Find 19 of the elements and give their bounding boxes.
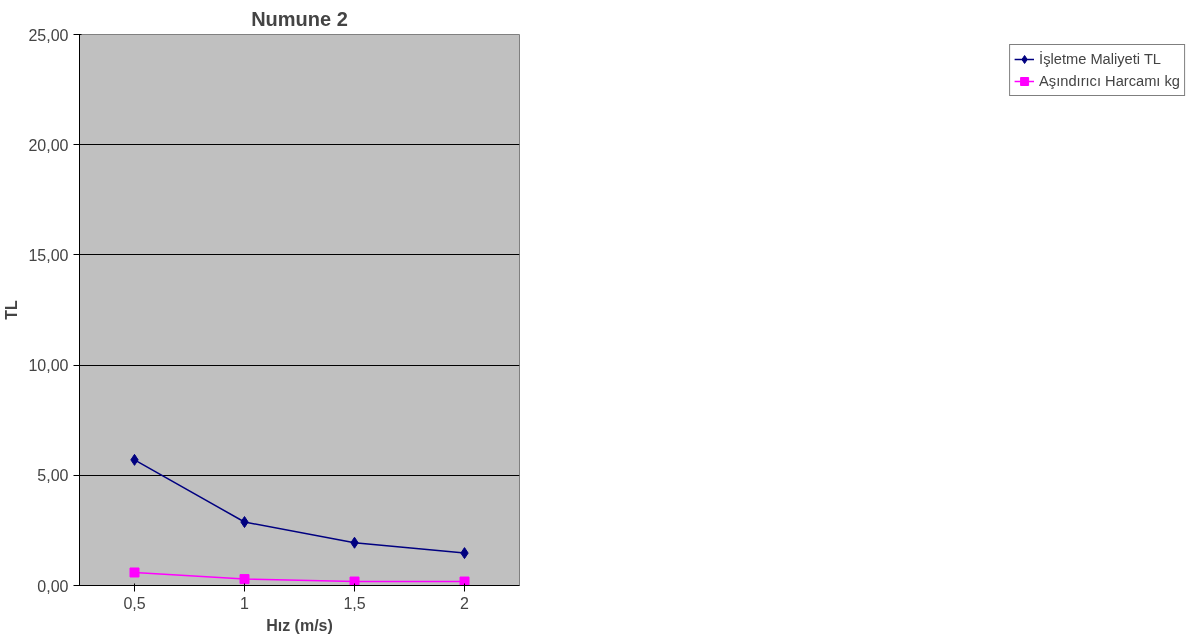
y-tick-label: 5,00 <box>37 467 69 485</box>
x-axis-title: Hız (m/s) <box>266 616 333 634</box>
point <box>129 567 140 578</box>
y-tick-label: 10,00 <box>28 357 69 375</box>
point <box>349 576 360 586</box>
y-tick-label: 20,00 <box>28 136 69 154</box>
legend-label: Aşındırıcı Harcamı kg <box>1039 73 1180 89</box>
x-tick-label: 1,5 <box>343 594 366 612</box>
x-tick-label: 2 <box>460 594 470 612</box>
y-axis-title: TL <box>3 300 21 320</box>
x-tick-label: 1 <box>240 594 250 612</box>
point <box>459 576 470 586</box>
point <box>239 574 250 585</box>
y-tick-label: 15,00 <box>28 246 69 264</box>
chart-title: Numune 2 <box>251 7 348 30</box>
legend-label: İşletme Maliyeti TL <box>1039 51 1161 67</box>
x-tick-label: 0,5 <box>123 594 146 612</box>
y-tick-label: 25,00 <box>28 26 69 44</box>
y-tick-label: 0,00 <box>37 577 69 595</box>
